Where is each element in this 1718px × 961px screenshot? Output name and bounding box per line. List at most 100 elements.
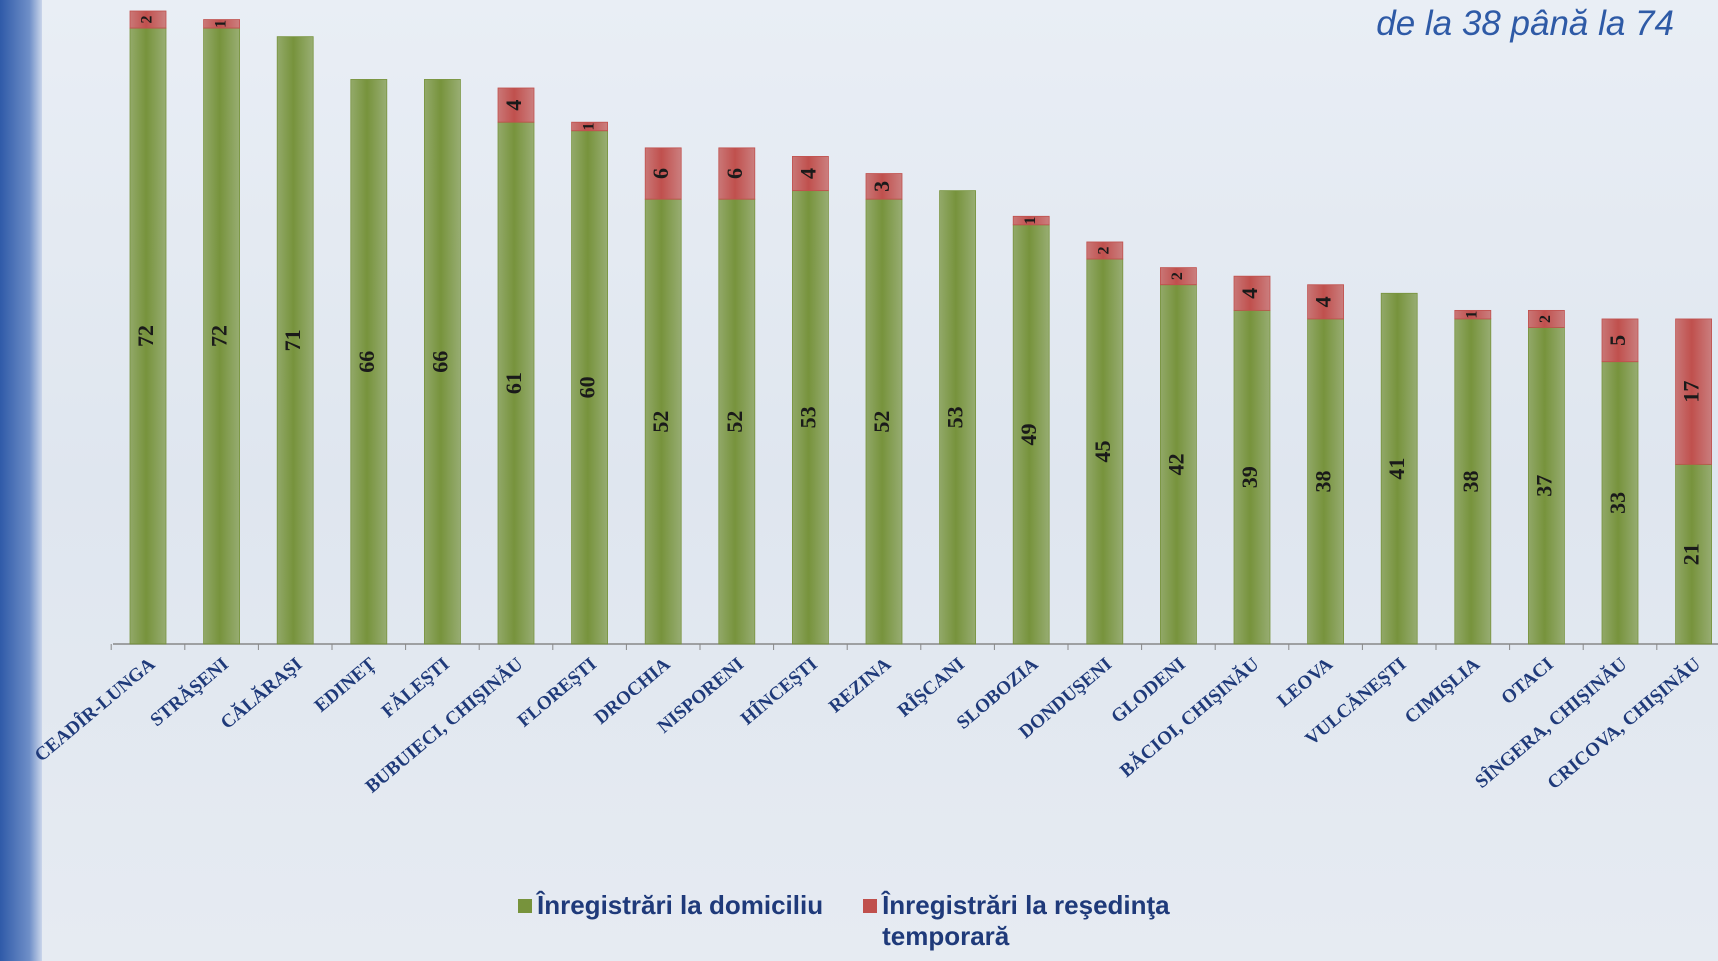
value-label: 4 (795, 168, 820, 179)
bar-segment (1160, 284, 1197, 645)
legend-swatch (518, 899, 532, 913)
x-tick-label: CEADÎR-LUNGA (30, 653, 159, 766)
value-label: 4 (1237, 288, 1262, 299)
bar-segment (1012, 215, 1050, 226)
value-label: 38 (1311, 470, 1336, 492)
bar-segment (718, 198, 756, 645)
value-label: 37 (1531, 475, 1556, 497)
bar-segment (1307, 284, 1344, 320)
x-tick-label: LEOVA (1273, 654, 1337, 712)
value-label: 2 (1537, 315, 1554, 323)
x-tick-label: FĂLEŞTI (377, 653, 453, 722)
x-tick-label: BĂCIOI, CHIŞINĂU (1116, 653, 1264, 782)
legend-item: Înregistrări la domiciliu (518, 890, 823, 952)
x-tick-label: REZINA (825, 654, 895, 718)
bar-segment (571, 121, 608, 132)
value-label: 6 (648, 168, 673, 179)
bar-segment (350, 79, 388, 645)
value-label: 66 (354, 351, 379, 373)
x-tick-label: CIMIŞLIA (1401, 654, 1484, 729)
value-label: 17 (1679, 381, 1704, 403)
value-label: 39 (1237, 466, 1262, 488)
bar-segment (1601, 318, 1639, 363)
bar-segment (1233, 309, 1271, 645)
value-label: 5 (1605, 335, 1630, 346)
bar-segment (129, 27, 167, 645)
value-label: 42 (1163, 453, 1188, 475)
bar-segment (497, 87, 535, 123)
value-label: 1 (212, 20, 229, 28)
value-label: 45 (1090, 441, 1115, 463)
legend-label: Înregistrări la domiciliu (537, 890, 824, 920)
bar-segment (1380, 292, 1418, 645)
x-tick-label: EDINEȚ (311, 654, 381, 717)
value-label: 4 (501, 100, 526, 111)
x-tick-label: OTACI (1497, 654, 1557, 709)
x-tick-label: HÎNCEŞTI (736, 653, 821, 730)
legend-item: Înregistrări la reşedinţa temporară (863, 890, 1193, 952)
bar-segment (644, 198, 682, 645)
value-label: 2 (1169, 272, 1186, 280)
bar-segment (1528, 309, 1565, 328)
value-label: 2 (1095, 247, 1112, 255)
value-label: 33 (1605, 492, 1630, 514)
value-label: 6 (722, 168, 747, 179)
bar-segment (1601, 361, 1639, 645)
bar-segment (644, 147, 682, 200)
bar-segment (203, 19, 241, 29)
bar-segment (1454, 318, 1492, 645)
bar-segment (1454, 309, 1492, 320)
bar-segment (571, 130, 608, 645)
bar-segment (423, 79, 461, 645)
value-label: 4 (1311, 296, 1336, 307)
value-label: 1 (1022, 217, 1039, 225)
bar-segment (865, 198, 903, 645)
bar-segment (1675, 318, 1712, 465)
bar-segment (203, 27, 241, 645)
background-stripe (0, 0, 42, 961)
bar-segment (497, 121, 535, 645)
bar-segment (1086, 258, 1124, 645)
legend-swatch (863, 899, 878, 913)
bar-segment (1160, 267, 1197, 286)
value-label: 38 (1458, 470, 1483, 492)
value-label: 52 (869, 411, 894, 433)
bar-segment (1675, 463, 1712, 645)
value-label: 1 (580, 122, 597, 130)
bar-segment (1012, 224, 1050, 645)
value-label: 21 (1679, 543, 1704, 565)
value-label: 49 (1016, 423, 1041, 445)
bar-segment (1307, 318, 1344, 645)
value-label: 60 (575, 376, 600, 398)
bar-segment (792, 156, 829, 192)
value-label: 61 (501, 372, 526, 394)
x-tick-label: FLOREŞTI (514, 654, 601, 732)
value-label: 72 (207, 325, 232, 347)
bar-segment (718, 147, 756, 200)
value-label: 53 (795, 406, 820, 428)
x-tick-label: CĂLĂRAŞI (216, 653, 306, 734)
value-label: 41 (1384, 458, 1409, 480)
bar-segment (276, 36, 314, 645)
bar-segment (129, 10, 167, 29)
bar-segment (1233, 275, 1271, 311)
legend: Înregistrări la domiciliu Înregistrări la… (518, 890, 1193, 952)
value-label: 66 (427, 351, 452, 373)
value-label: 53 (943, 406, 968, 428)
value-label: 52 (648, 411, 673, 433)
legend-label: Înregistrări la reşedinţa temporară (882, 890, 1170, 951)
x-tick-label: RÎŞCANI (893, 653, 969, 721)
value-label: 52 (722, 411, 747, 433)
bar-segment (939, 190, 976, 645)
bar-segment (865, 173, 903, 200)
value-label: 3 (869, 181, 894, 192)
value-label: 72 (133, 325, 158, 347)
value-label: 1 (1463, 311, 1480, 319)
subtitle: de la 38 până la 74 (1376, 4, 1674, 43)
bar-segment (1086, 241, 1124, 260)
value-label: 2 (139, 16, 156, 24)
value-label: 71 (280, 329, 305, 351)
bar-segment (792, 190, 829, 645)
